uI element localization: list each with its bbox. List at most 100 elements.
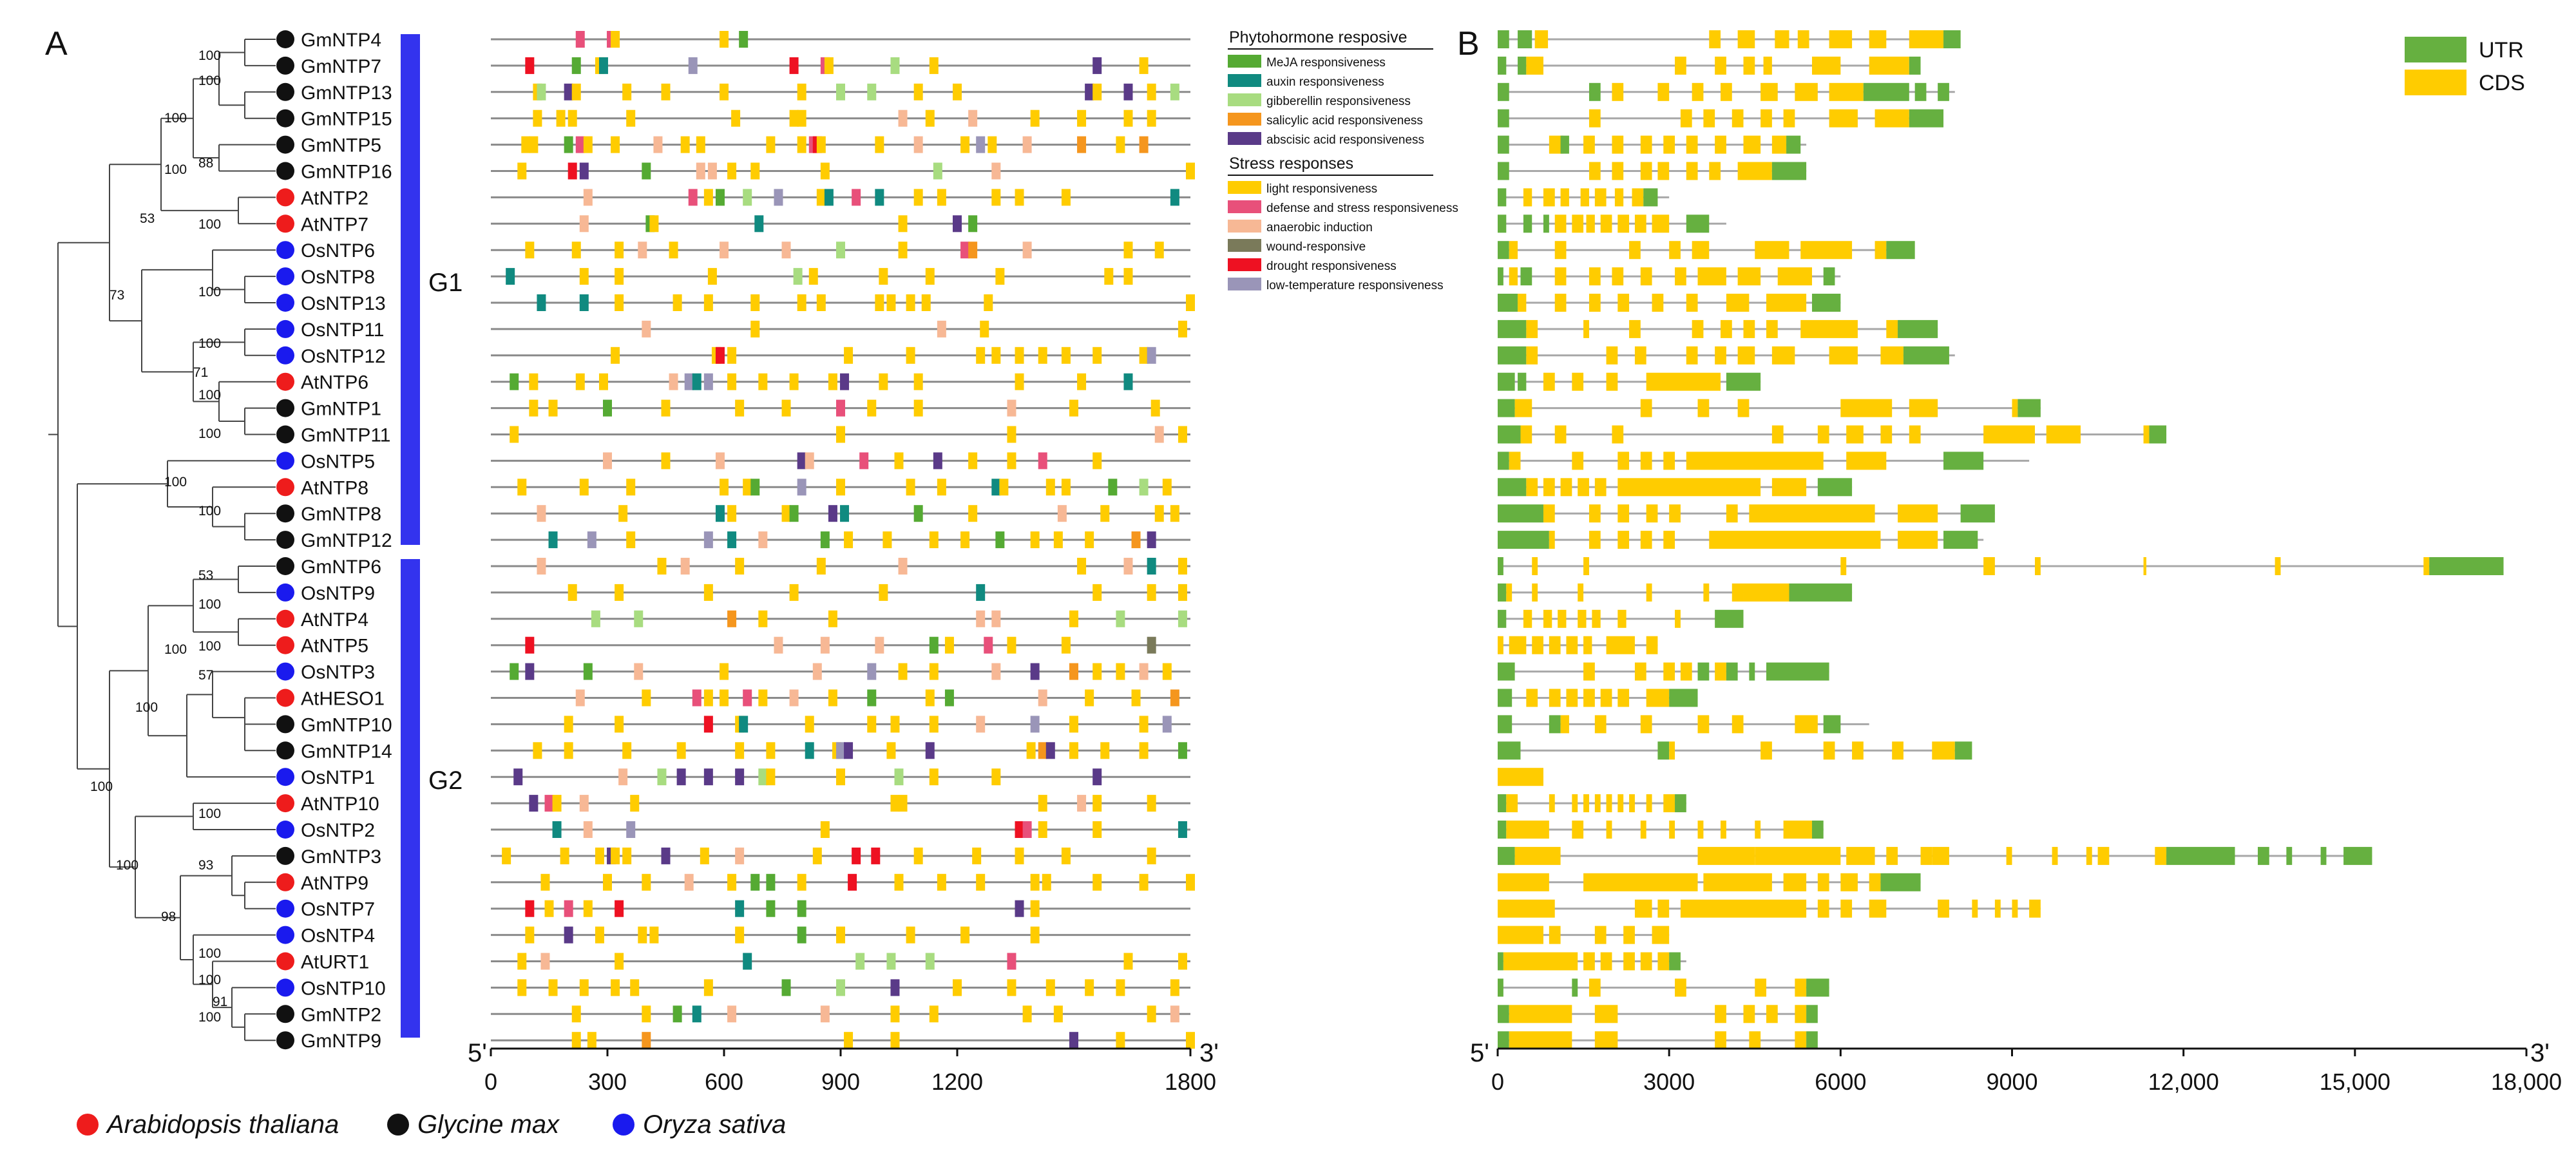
cds-block bbox=[1726, 294, 1750, 312]
cis-element-aba bbox=[933, 452, 942, 470]
cds-block bbox=[1606, 821, 1612, 839]
cds-block bbox=[1743, 319, 1755, 338]
group-g1-label: G1 bbox=[428, 269, 463, 297]
cis-element-anaerobic bbox=[684, 873, 694, 891]
cis-element-light bbox=[630, 979, 640, 996]
cis-element-light bbox=[898, 242, 908, 259]
cis-element-light bbox=[898, 663, 908, 680]
utr-block bbox=[1498, 794, 1507, 813]
cds-block bbox=[1623, 926, 1635, 944]
structure-five-prime: 5' bbox=[1470, 1039, 1489, 1067]
cds-block bbox=[1686, 346, 1698, 365]
species-dot bbox=[276, 241, 294, 260]
cis-element-light bbox=[1022, 1005, 1032, 1023]
gene-label: AtNTP8 bbox=[301, 477, 368, 499]
cds-block bbox=[1583, 557, 1589, 575]
cds-legend-label: CDS bbox=[2479, 71, 2525, 95]
cis-element-light bbox=[925, 689, 935, 707]
cis-element-light bbox=[828, 610, 837, 627]
cds-block bbox=[1771, 425, 1784, 444]
cds-block bbox=[1909, 425, 1921, 444]
cds-block bbox=[1592, 609, 1601, 628]
cis-element-light bbox=[789, 584, 799, 601]
legend-phyto-title: Phytohormone resposive bbox=[1229, 28, 1407, 46]
cis-element-drought bbox=[1015, 821, 1024, 838]
cis-element-light bbox=[1092, 83, 1102, 100]
cis-element-light bbox=[1170, 505, 1179, 522]
cds-block bbox=[1715, 1031, 1726, 1050]
cis-element-light bbox=[1069, 610, 1078, 627]
utr-block bbox=[1498, 609, 1507, 628]
cds-block bbox=[1709, 30, 1721, 48]
cis-element-cold bbox=[1162, 716, 1172, 733]
cis-element-aba bbox=[953, 215, 962, 233]
cds-block bbox=[1549, 926, 1561, 944]
cis-element-ga bbox=[855, 953, 865, 970]
cds-block bbox=[1755, 978, 1766, 997]
cis-element-light bbox=[1170, 979, 1179, 996]
promoter-tick-label: 1800 bbox=[1165, 1069, 1216, 1095]
cis-element-light bbox=[816, 558, 826, 575]
cis-element-auxin bbox=[976, 584, 986, 601]
cis-element-light bbox=[886, 294, 896, 311]
utr-block bbox=[1498, 504, 1543, 523]
species-dot bbox=[276, 399, 294, 417]
cis-element-anaerobic bbox=[1139, 663, 1149, 680]
gene-label: OsNTP2 bbox=[301, 820, 375, 841]
cis-element-drought bbox=[615, 900, 624, 917]
cis-element-defense bbox=[564, 900, 573, 917]
promoter-tick-label: 900 bbox=[821, 1069, 860, 1095]
cds-block bbox=[1686, 452, 1824, 470]
structure-tick-label: 3000 bbox=[1643, 1069, 1695, 1095]
cds-block bbox=[1669, 504, 1681, 523]
cis-element-light bbox=[735, 399, 745, 417]
cds-block bbox=[1800, 319, 1858, 338]
cds-block bbox=[1840, 399, 1893, 417]
species-dot bbox=[276, 846, 294, 865]
cis-element-aba bbox=[1085, 83, 1094, 100]
cis-element-defense bbox=[984, 636, 993, 654]
cds-block bbox=[1634, 899, 1652, 918]
cis-element-light bbox=[808, 268, 818, 285]
cis-element-aba bbox=[1015, 900, 1024, 917]
cis-element-light bbox=[797, 873, 806, 891]
cds-block bbox=[1737, 399, 1750, 417]
cds-block bbox=[1523, 188, 1532, 207]
cis-element-anaerobic bbox=[991, 162, 1001, 180]
cis-element-meja bbox=[510, 373, 519, 390]
cis-element-defense bbox=[1038, 452, 1047, 470]
cis-element-auxin bbox=[1178, 821, 1187, 838]
cis-element-ga bbox=[1178, 610, 1187, 627]
species-dot bbox=[276, 30, 294, 48]
cis-element-anaerobic bbox=[991, 610, 1001, 627]
cds-block bbox=[1697, 846, 1755, 865]
cis-element-light bbox=[727, 505, 737, 522]
cds-block bbox=[1663, 794, 1675, 813]
bootstrap-value: 71 bbox=[193, 365, 208, 380]
cis-element-light bbox=[1186, 294, 1195, 311]
cis-element-light bbox=[816, 294, 826, 311]
cds-block bbox=[1797, 30, 1809, 48]
cds-block bbox=[1783, 873, 1807, 891]
cds-block bbox=[1506, 821, 1549, 839]
cis-element-light bbox=[615, 953, 624, 970]
utr-block bbox=[1498, 82, 1509, 101]
cis-element-light bbox=[797, 136, 806, 153]
cis-element-light bbox=[1085, 689, 1094, 707]
utr-block bbox=[1863, 82, 1909, 101]
cis-element-light bbox=[622, 847, 632, 864]
gene-label: GmNTP4 bbox=[301, 30, 381, 51]
cis-element-anaerobic bbox=[583, 821, 593, 838]
cis-element-light bbox=[564, 716, 573, 733]
utr-block bbox=[2258, 846, 2269, 865]
cds-block bbox=[1675, 267, 1686, 286]
cis-element-light bbox=[913, 399, 923, 417]
cis-element-light bbox=[844, 347, 854, 364]
cis-element-light bbox=[1085, 531, 1094, 549]
utr-block bbox=[1498, 531, 1549, 549]
cis-element-meja bbox=[750, 873, 760, 891]
cis-element-light bbox=[638, 926, 647, 944]
cds-block bbox=[1766, 294, 1807, 312]
cds-block bbox=[1534, 30, 1549, 48]
cds-block bbox=[1715, 346, 1726, 365]
